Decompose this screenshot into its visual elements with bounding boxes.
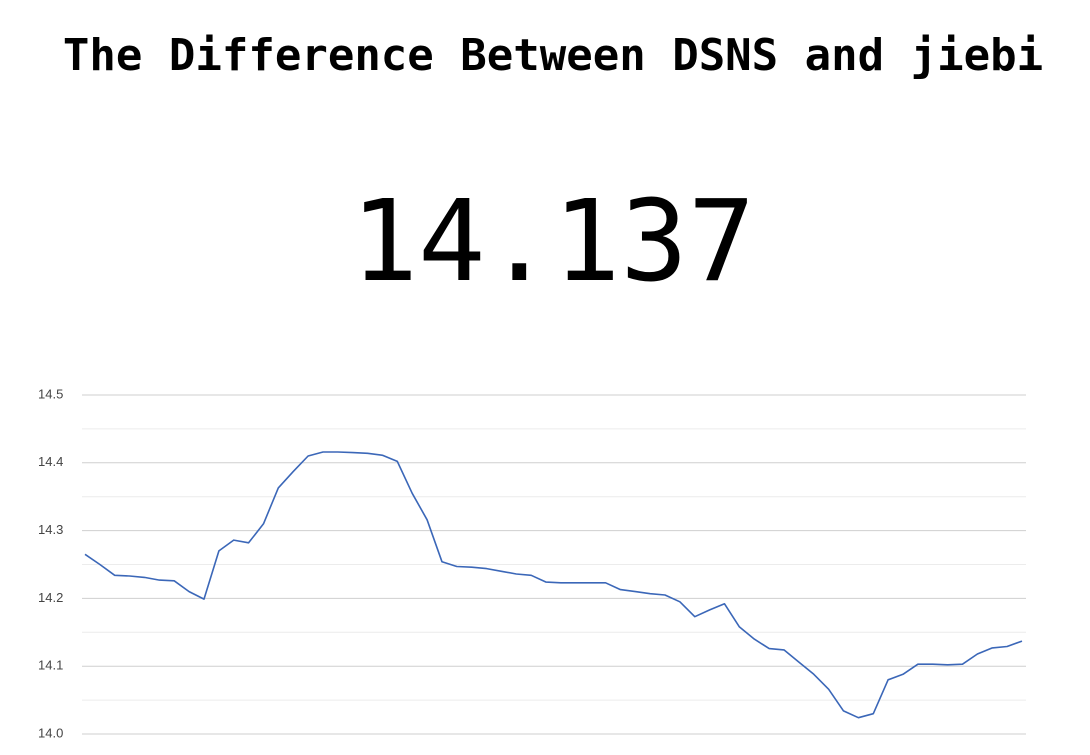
- page-title: The Difference Between DSNS and jiebi: [63, 30, 1043, 81]
- y-tick-label: 14.4: [38, 454, 63, 469]
- headline-value: 14.137: [351, 177, 756, 307]
- y-tick-label: 14.2: [38, 590, 63, 605]
- data-line: [84, 451, 1023, 719]
- y-tick-label: 14.3: [38, 522, 63, 537]
- chart: 14.0 14.1 14.2 14.3 14.4 14.5: [38, 386, 1026, 740]
- y-tick-label: 14.5: [38, 386, 63, 401]
- y-tick-label: 14.1: [38, 658, 63, 673]
- y-tick-label: 14.0: [38, 725, 63, 740]
